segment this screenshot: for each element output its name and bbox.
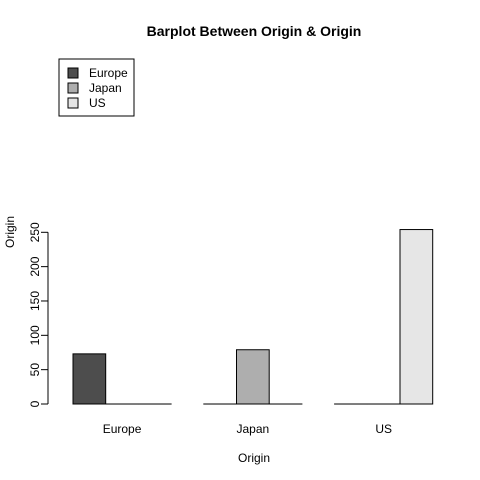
y-tick-label: 100	[28, 325, 42, 345]
y-tick-label: 150	[28, 291, 42, 311]
x-tick-labels: Europe Japan US	[103, 422, 392, 436]
y-tick-label: 200	[28, 256, 42, 276]
y-tick-label: 50	[28, 363, 42, 377]
legend-swatch	[67, 97, 79, 109]
x-tick-label: US	[375, 422, 392, 436]
y-tick-label: 0	[28, 400, 42, 407]
legend-label: US	[89, 96, 106, 110]
chart-title: Barplot Between Origin & Origin	[147, 23, 362, 39]
y-axis-label: Origin	[3, 216, 17, 248]
y-tick-label: 250	[28, 222, 42, 242]
legend-label: Europe	[89, 66, 128, 80]
x-tick-label: Japan	[236, 422, 269, 436]
legend-label: Japan	[89, 81, 122, 95]
bar-europe-europe	[72, 353, 107, 405]
bar-us-us	[399, 229, 434, 405]
legend-swatch	[67, 82, 79, 94]
legend-swatch	[67, 67, 79, 79]
x-tick-label: Europe	[103, 422, 142, 436]
x-axis-label: Origin	[238, 451, 270, 465]
y-axis: 0 50 100 150 200 250	[28, 222, 49, 407]
bars-group	[72, 229, 434, 405]
bar-japan-japan	[236, 349, 270, 405]
